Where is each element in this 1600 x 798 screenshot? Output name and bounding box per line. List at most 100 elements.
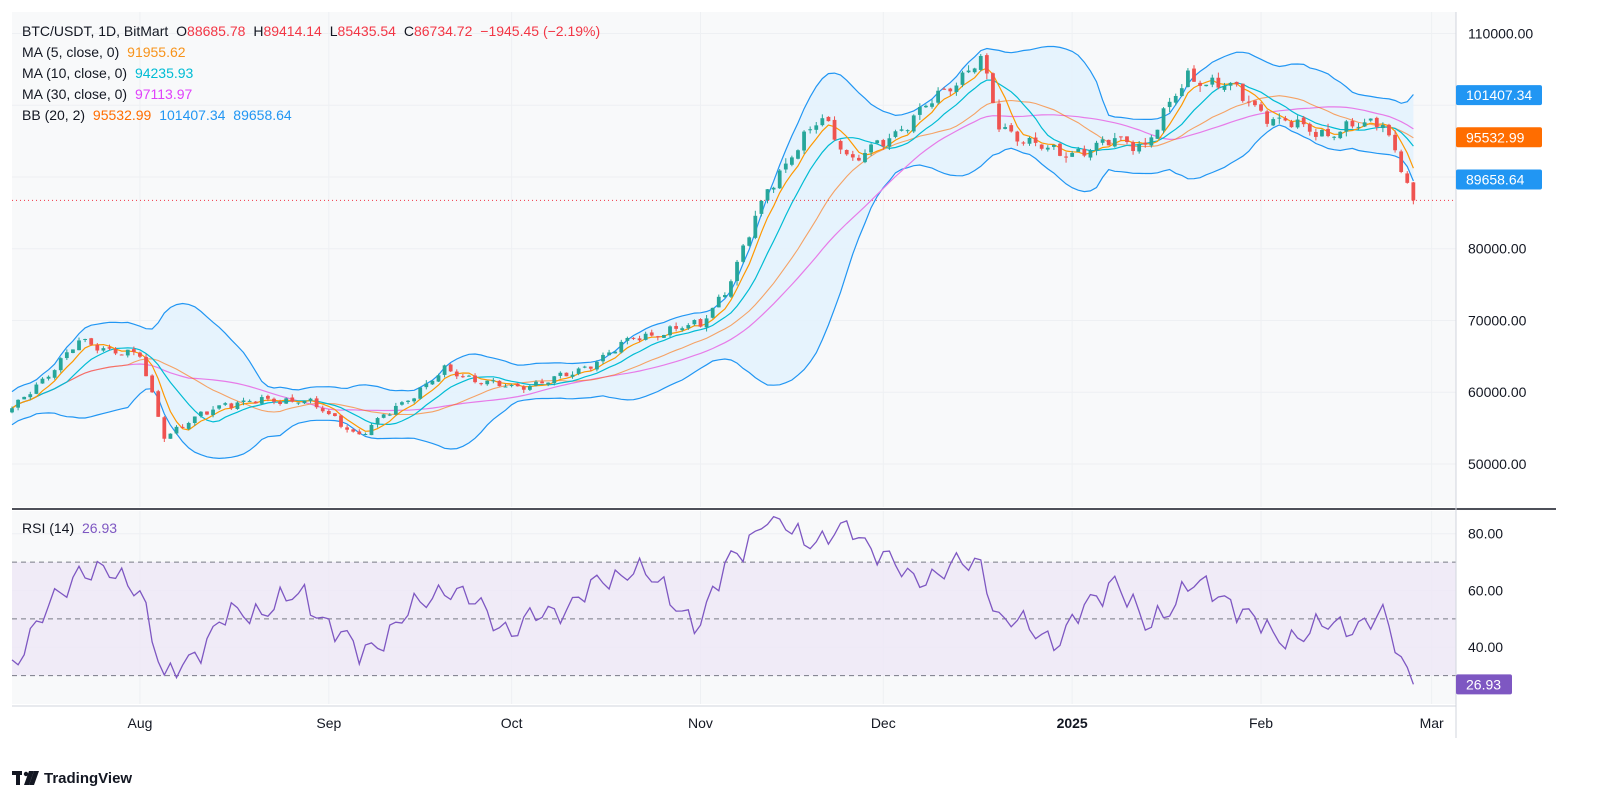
candle-body: [229, 403, 234, 409]
rsi-tag[interactable]: 26.93: [1456, 674, 1512, 695]
candle-body: [369, 424, 374, 436]
candle-body: [259, 397, 264, 404]
candle-body: [1295, 119, 1300, 128]
candle-body: [52, 370, 57, 378]
candle-body: [1210, 77, 1215, 85]
candle-body: [692, 320, 697, 325]
x-tick-label: Feb: [1249, 715, 1273, 731]
price-scale-tags: 101407.34 95532.99 89658.64 26.93: [1456, 85, 1542, 695]
candle-body: [844, 150, 849, 155]
candle-body: [1100, 139, 1105, 143]
candle-body: [211, 409, 215, 416]
rsi-panel: [11, 515, 1456, 685]
candle-body: [272, 398, 276, 402]
candle-body: [1119, 136, 1123, 138]
candle-body: [680, 328, 685, 331]
bb-basis-value: 95532.99: [92, 107, 152, 123]
price-tag[interactable]: 89658.64: [1456, 169, 1542, 190]
candle-body: [1167, 101, 1172, 108]
candle-body: [1362, 122, 1367, 127]
candle-body: [1307, 123, 1312, 132]
x-tick-label: Oct: [501, 715, 523, 731]
ma5-legend[interactable]: MA (5, close, 0) 91955.62: [22, 42, 190, 63]
candle-body: [662, 334, 666, 338]
candle-body: [1277, 117, 1282, 119]
candle-body: [357, 431, 362, 435]
candle-body: [430, 380, 435, 385]
x-tick-label: Nov: [688, 715, 713, 731]
candle-body: [10, 408, 14, 413]
candle-body: [479, 383, 484, 385]
tradingview-logo-icon: [12, 771, 39, 785]
y-tick-label: 50000.00: [1468, 456, 1527, 472]
candle-body: [284, 398, 289, 404]
candle-body: [1179, 88, 1184, 96]
candle-body: [387, 414, 392, 416]
tradingview-logo[interactable]: TradingView: [12, 768, 132, 788]
candle-body: [1301, 117, 1306, 125]
candle-body: [789, 157, 794, 165]
candle-body: [217, 405, 222, 409]
candle-body: [1246, 101, 1251, 103]
candle-body: [1106, 139, 1111, 146]
candle-body: [1356, 126, 1361, 128]
candle-body: [917, 106, 922, 115]
candle-body: [570, 374, 575, 377]
candle-body: [28, 394, 33, 398]
candle-body: [1344, 121, 1349, 132]
candle-body: [302, 400, 307, 404]
candle-body: [1350, 120, 1355, 127]
candle-body: [729, 281, 733, 297]
candle-body: [540, 381, 544, 384]
candle-body: [595, 361, 599, 370]
candle-body: [71, 349, 75, 353]
close-value: 86734.72: [413, 23, 473, 39]
candle-body: [1204, 84, 1209, 87]
candle-body: [1326, 128, 1330, 137]
candle-body: [168, 433, 173, 439]
candle-body: [1039, 144, 1044, 149]
rsi-value: 26.93: [82, 520, 118, 536]
rsi-legend[interactable]: RSI (14) 26.93: [22, 518, 121, 539]
candle-body: [247, 400, 252, 402]
candle-body: [777, 170, 782, 189]
candle-body: [34, 384, 39, 394]
bb-legend[interactable]: BB (20, 2) 95532.99 101407.34 89658.64: [22, 105, 296, 126]
candle-body: [1131, 142, 1135, 152]
candle-body: [783, 163, 788, 170]
candle-body: [1051, 145, 1056, 147]
candle-body: [186, 422, 191, 429]
candle-body: [924, 105, 928, 108]
candle-body: [473, 375, 477, 383]
candle-body: [266, 395, 270, 399]
low-value: 85435.54: [337, 23, 396, 39]
price-tag[interactable]: 95532.99: [1456, 127, 1542, 148]
candle-body: [1265, 111, 1270, 124]
candle-body: [1289, 121, 1294, 128]
candle-body: [119, 354, 124, 356]
candle-body: [40, 378, 45, 384]
bb-upper-value: 101407.34: [159, 107, 226, 123]
candle-body: [911, 115, 916, 132]
price-tag[interactable]: 101407.34: [1456, 85, 1542, 106]
candle-body: [393, 405, 398, 415]
candle-body: [1338, 131, 1343, 139]
candle-body: [491, 380, 496, 382]
candle-body: [942, 88, 947, 90]
candle-body: [180, 426, 185, 428]
candle-body: [655, 336, 660, 338]
candle-body: [320, 408, 325, 412]
ma30-legend[interactable]: MA (30, close, 0) 97113.97: [22, 84, 196, 105]
candle-body: [930, 103, 934, 107]
candle-body: [1271, 119, 1276, 126]
candle-body: [375, 418, 380, 425]
ma10-legend[interactable]: MA (10, close, 0) 94235.93: [22, 63, 197, 84]
candle-body: [107, 347, 112, 349]
candle-body: [546, 382, 551, 385]
candle-body: [223, 403, 228, 405]
ma10-label: MA (10, close, 0): [22, 65, 128, 81]
candle-body: [613, 351, 618, 354]
symbol-label[interactable]: BTC/USDT, 1D, BitMart: [22, 23, 169, 39]
candle-body: [850, 154, 855, 158]
